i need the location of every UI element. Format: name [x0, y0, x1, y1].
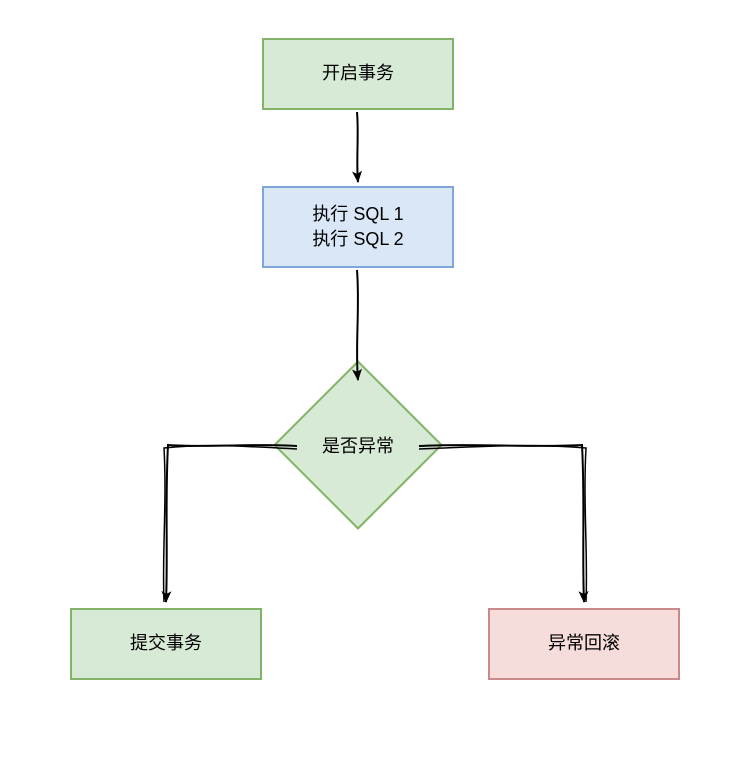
node-label: 提交事务: [130, 631, 202, 656]
edge-decision-to-commit: [166, 445, 297, 602]
node-start-transaction: 开启事务: [262, 38, 454, 110]
edge-start-to-exec: [357, 112, 358, 182]
node-is-exception: 是否异常: [298, 385, 418, 505]
node-rollback-exception: 异常回滚: [488, 608, 680, 680]
node-label: 开启事务: [322, 61, 394, 86]
node-label: 是否异常: [322, 432, 394, 458]
node-label-line: 执行 SQL 2: [312, 227, 403, 252]
flowchart-canvas: 开启事务 执行 SQL 1 执行 SQL 2 是否异常 提交事务 异常回滚: [0, 0, 756, 758]
node-label-line: 执行 SQL 1: [312, 202, 403, 227]
node-commit-transaction: 提交事务: [70, 608, 262, 680]
node-execute-sql: 执行 SQL 1 执行 SQL 2: [262, 186, 454, 268]
edge-decision-to-rollback: [419, 445, 584, 602]
node-label: 异常回滚: [548, 631, 620, 656]
